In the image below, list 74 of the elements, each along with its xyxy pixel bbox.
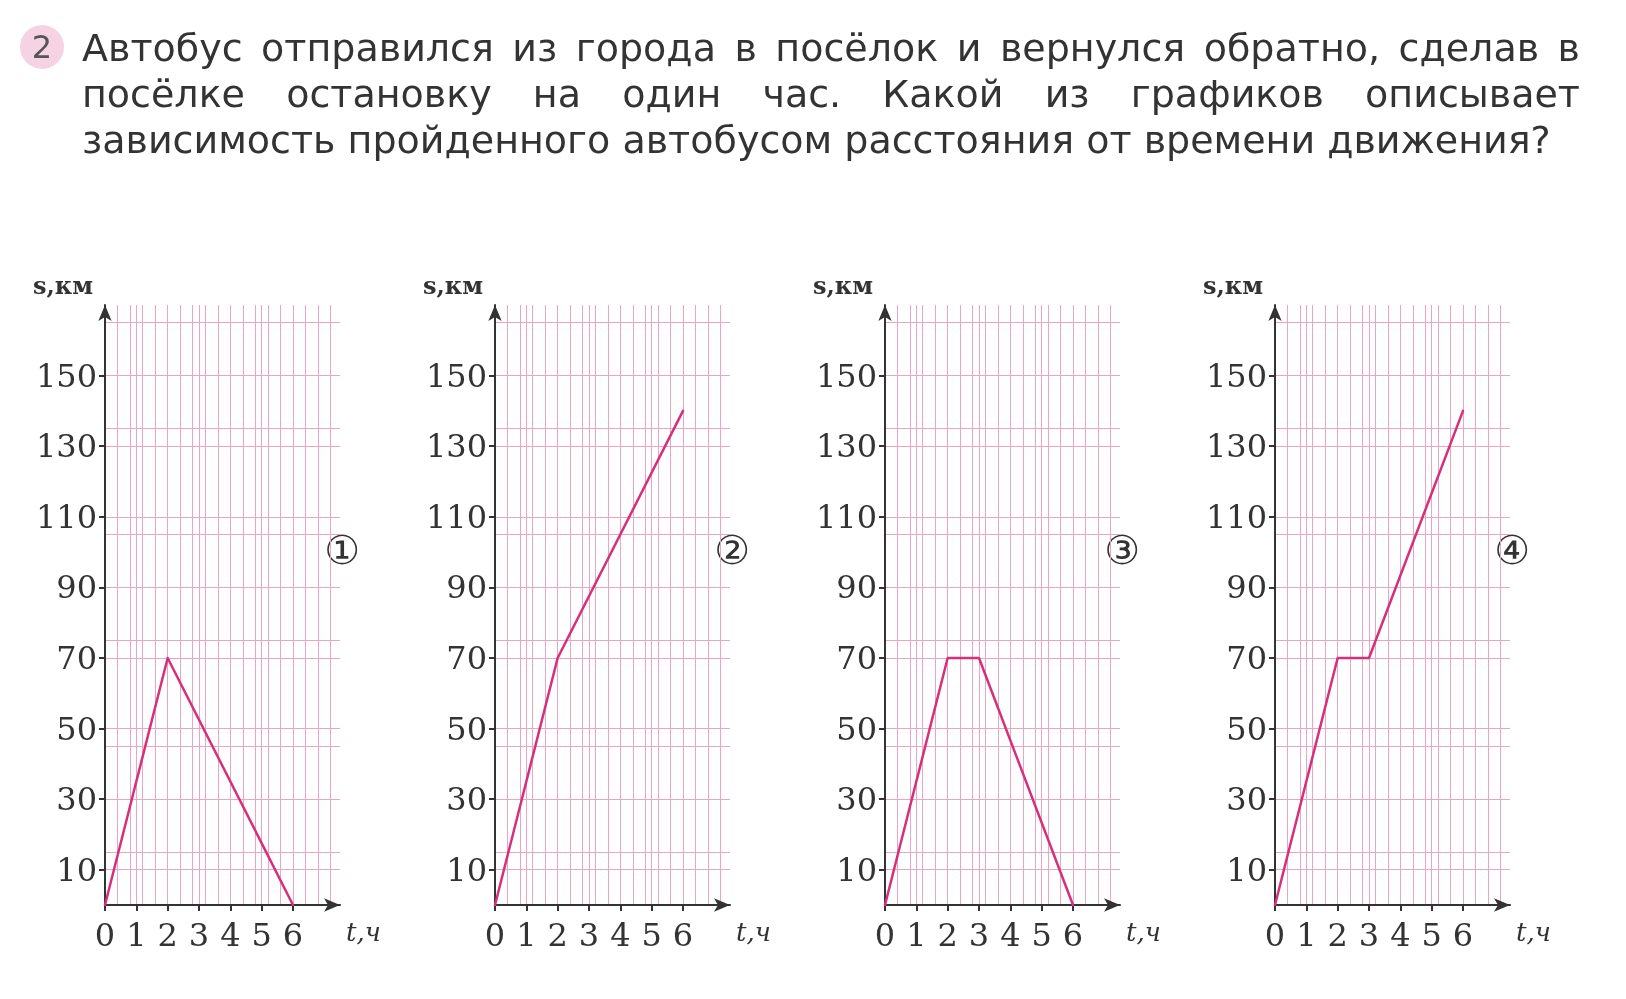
y-tick-label: 150 — [425, 356, 487, 395]
x-axis-title: t,ч — [1516, 917, 1551, 947]
y-tick-label: 10 — [836, 850, 877, 889]
y-tick-label: 110 — [815, 497, 877, 536]
x-tick-label: 5 — [251, 916, 272, 954]
y-tick-label: 90 — [836, 568, 877, 607]
x-axis-title: t,ч — [1126, 917, 1161, 947]
x-tick-label: 0 — [1264, 916, 1286, 954]
y-tick-label: 70 — [1226, 638, 1267, 677]
x-tick-label: 1 — [1296, 916, 1317, 954]
y-tick-label: 110 — [35, 497, 97, 536]
y-tick-label: 150 — [1205, 356, 1267, 395]
annotation: ② — [714, 527, 750, 573]
y-tick-label: 10 — [1226, 850, 1267, 889]
y-tick-label: 30 — [836, 780, 877, 819]
y-tick-label: 10 — [56, 850, 97, 889]
y-axis-title: s,км — [1202, 270, 1264, 300]
x-axis-title: t,ч — [346, 917, 381, 947]
y-tick-label: 30 — [56, 780, 97, 819]
y-tick-label: 30 — [446, 780, 487, 819]
y-tick-label: 150 — [815, 356, 877, 395]
annotation: ③ — [1104, 527, 1140, 573]
x-tick-label: 4 — [610, 916, 631, 954]
x-tick-label: 1 — [516, 916, 537, 954]
y-tick-label: 90 — [446, 568, 487, 607]
x-tick-label: 4 — [220, 916, 241, 954]
y-tick-label: 130 — [1205, 427, 1267, 466]
annotation: ① — [324, 527, 360, 573]
y-tick-label: 90 — [1226, 568, 1267, 607]
y-tick-label: 50 — [1226, 709, 1267, 748]
x-tick-label: 3 — [188, 916, 210, 954]
x-tick-label: 1 — [906, 916, 927, 954]
y-axis-title: s,км — [422, 270, 484, 300]
y-tick-label: 130 — [425, 427, 487, 466]
y-tick-label: 130 — [35, 427, 97, 466]
y-tick-label: 70 — [836, 638, 877, 677]
x-tick-label: 5 — [1421, 916, 1442, 954]
x-tick-label: 2 — [157, 916, 178, 954]
x-tick-label: 0 — [484, 916, 506, 954]
x-tick-label: 4 — [1000, 916, 1021, 954]
text: Автобус отправился из города в посёлок и вернулся обратно, сделав в посёлке остановку на один час. Какой из графиков описывает зависимость пройденного автобусом расстояния от времени движения? — [82, 25, 1580, 163]
y-tick-label: 110 — [425, 497, 487, 536]
x-tick-label: 6 — [1062, 916, 1084, 954]
x-tick-label: 3 — [968, 916, 990, 954]
x-tick-label: 0 — [94, 916, 116, 954]
x-tick-label: 4 — [1390, 916, 1411, 954]
x-tick-label: 3 — [578, 916, 600, 954]
x-tick-label: 0 — [874, 916, 896, 954]
y-tick-label: 150 — [35, 356, 97, 395]
x-tick-label: 1 — [126, 916, 147, 954]
x-tick-label: 5 — [641, 916, 662, 954]
x-tick-label: 2 — [1327, 916, 1348, 954]
y-tick-label: 50 — [446, 709, 487, 748]
y-axis-title: s,км — [32, 270, 94, 300]
y-tick-label: 70 — [446, 638, 487, 677]
y-axis-title: s,км — [812, 270, 874, 300]
text: 2 — [20, 25, 64, 69]
x-tick-label: 5 — [1031, 916, 1052, 954]
y-tick-label: 50 — [56, 709, 97, 748]
x-axis-title: t,ч — [736, 917, 771, 947]
y-tick-label: 90 — [56, 568, 97, 607]
y-tick-label: 110 — [1205, 497, 1267, 536]
annotation: ④ — [1494, 527, 1530, 573]
y-tick-label: 50 — [836, 709, 877, 748]
x-tick-label: 6 — [672, 916, 694, 954]
x-tick-label: 6 — [1452, 916, 1474, 954]
x-tick-label: 3 — [1358, 916, 1380, 954]
y-tick-label: 30 — [1226, 780, 1267, 819]
y-tick-label: 130 — [815, 427, 877, 466]
y-tick-label: 70 — [56, 638, 97, 677]
y-tick-label: 10 — [446, 850, 487, 889]
x-tick-label: 2 — [547, 916, 568, 954]
x-tick-label: 6 — [282, 916, 304, 954]
x-tick-label: 2 — [937, 916, 958, 954]
